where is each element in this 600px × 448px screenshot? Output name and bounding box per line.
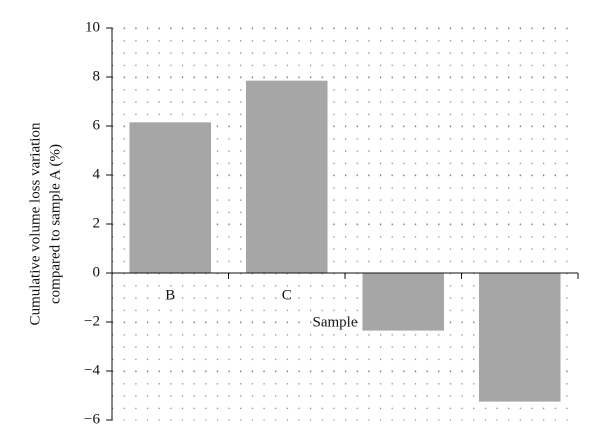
bar bbox=[245, 80, 328, 273]
y-tick-label: 0 bbox=[93, 264, 101, 280]
y-tick-label: 4 bbox=[93, 166, 101, 182]
y-axis-label: compared to sample A (%) bbox=[47, 144, 63, 304]
bar bbox=[129, 122, 212, 273]
y-axis-label: Cumulative volume loss variation bbox=[27, 122, 43, 325]
y-tick-label: 6 bbox=[93, 117, 101, 133]
x-axis-label: Sample bbox=[313, 314, 358, 330]
y-tick-label: 8 bbox=[93, 68, 101, 84]
y-tick-label: −2 bbox=[84, 313, 100, 329]
bar bbox=[478, 273, 561, 402]
x-tick-label: C bbox=[282, 287, 292, 303]
y-tick-label: 2 bbox=[93, 215, 101, 231]
bar bbox=[362, 273, 445, 331]
y-tick-label: 10 bbox=[85, 19, 100, 35]
y-tick-label: −4 bbox=[84, 362, 100, 378]
y-tick-label: −6 bbox=[84, 411, 100, 427]
x-tick-label: B bbox=[165, 287, 175, 303]
